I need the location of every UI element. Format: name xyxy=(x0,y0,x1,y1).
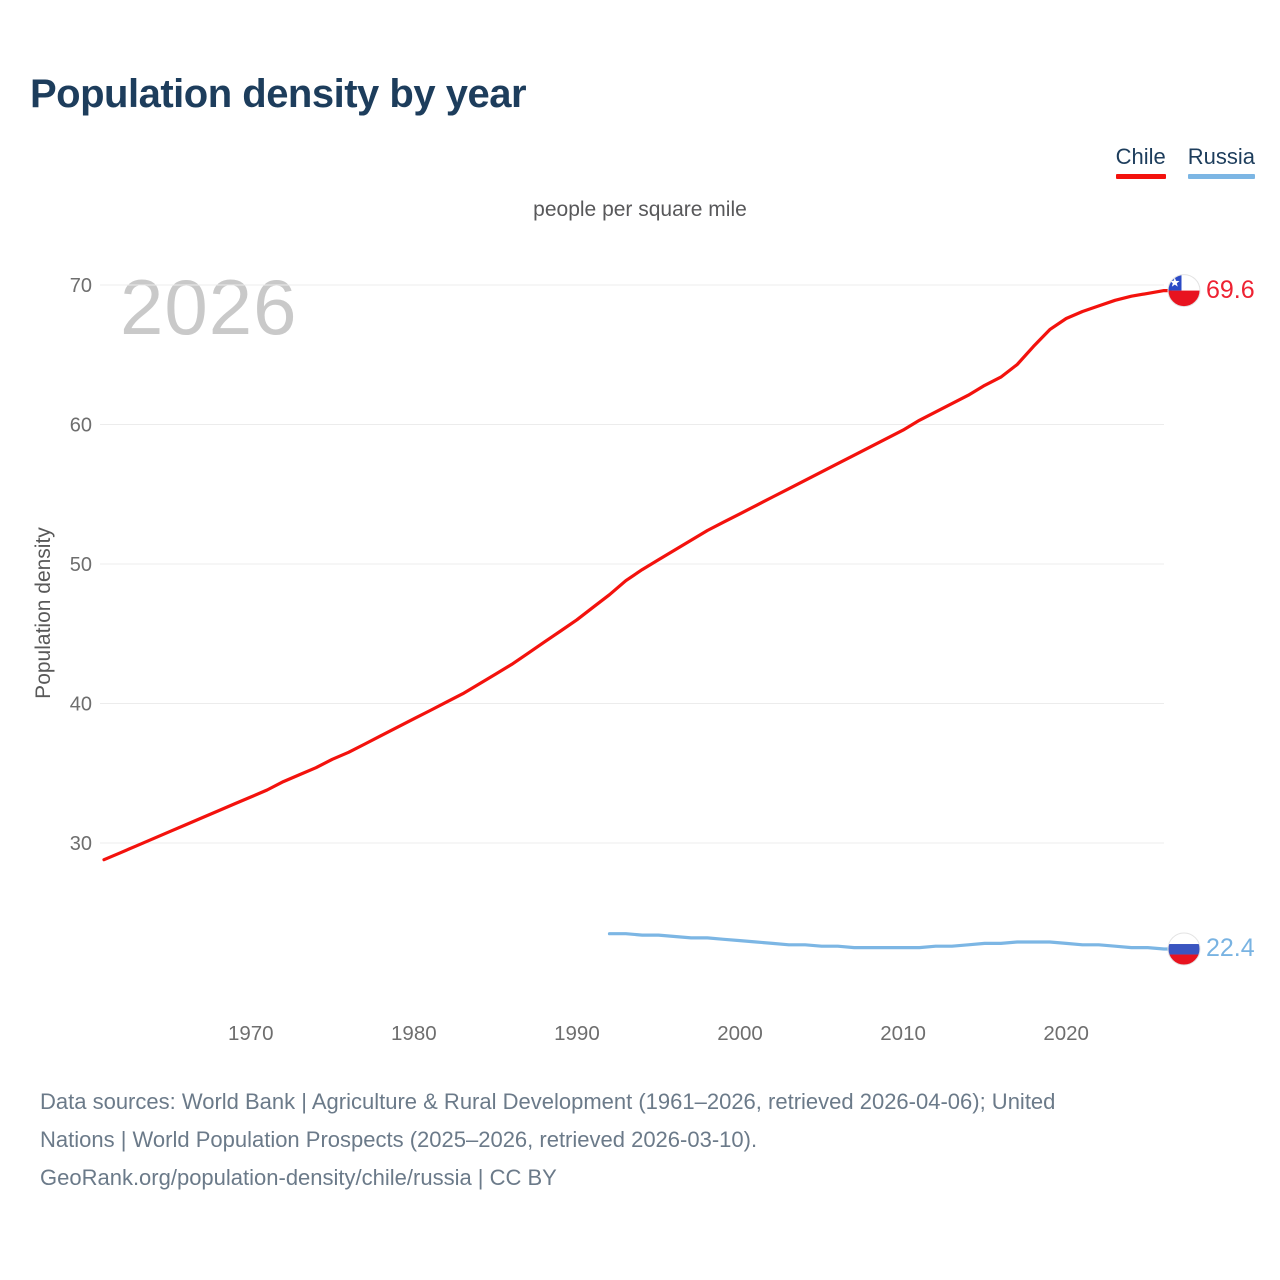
y-tick-label: 50 xyxy=(70,554,92,576)
chile-end-value-label: 69.6 xyxy=(1206,276,1255,304)
legend-label-russia: Russia xyxy=(1187,144,1255,169)
footer-line-1: Data sources: World Bank | Agriculture &… xyxy=(40,1089,1056,1114)
chile-flag-border xyxy=(1167,274,1201,308)
russia-flag-border xyxy=(1167,932,1201,966)
x-tick-label: 2000 xyxy=(717,1022,763,1045)
page-title: Population density by year xyxy=(30,72,527,116)
legend-item-russia[interactable]: Russia xyxy=(1187,144,1255,179)
y-tick-label: 40 xyxy=(70,694,92,716)
russia-line xyxy=(607,932,1172,951)
x-tick-label: 1970 xyxy=(228,1022,274,1045)
y-tick-label: 60 xyxy=(70,415,92,437)
x-tick-label: 1990 xyxy=(554,1022,600,1045)
x-tick-label: 2020 xyxy=(1043,1022,1089,1045)
y-tick-label: 30 xyxy=(70,833,92,855)
footer-line-2: Nations | World Population Prospects (20… xyxy=(40,1127,758,1152)
legend: Chile Russia xyxy=(1115,144,1255,179)
russia-flag-icon xyxy=(1168,933,1200,966)
legend-item-chile[interactable]: Chile xyxy=(1115,144,1166,179)
y-tick-label: 70 xyxy=(70,275,92,297)
footer-line-3[interactable]: GeoRank.org/population-density/chile/rus… xyxy=(40,1165,557,1190)
x-tick-label: 2010 xyxy=(880,1022,926,1045)
data-source-footer: Data sources: World Bank | Agriculture &… xyxy=(40,1083,1055,1197)
chile-flag-icon xyxy=(1168,274,1200,307)
legend-underline-chile xyxy=(1115,174,1166,179)
chile-line xyxy=(102,289,1172,862)
x-tick-label: 1980 xyxy=(391,1022,437,1045)
chart-subtitle: people per square mile xyxy=(533,198,747,221)
russia-end-value-label: 22.4 xyxy=(1206,934,1255,962)
year-watermark: 2026 xyxy=(120,263,298,351)
legend-underline-russia xyxy=(1187,174,1255,179)
legend-label-chile: Chile xyxy=(1115,144,1166,169)
